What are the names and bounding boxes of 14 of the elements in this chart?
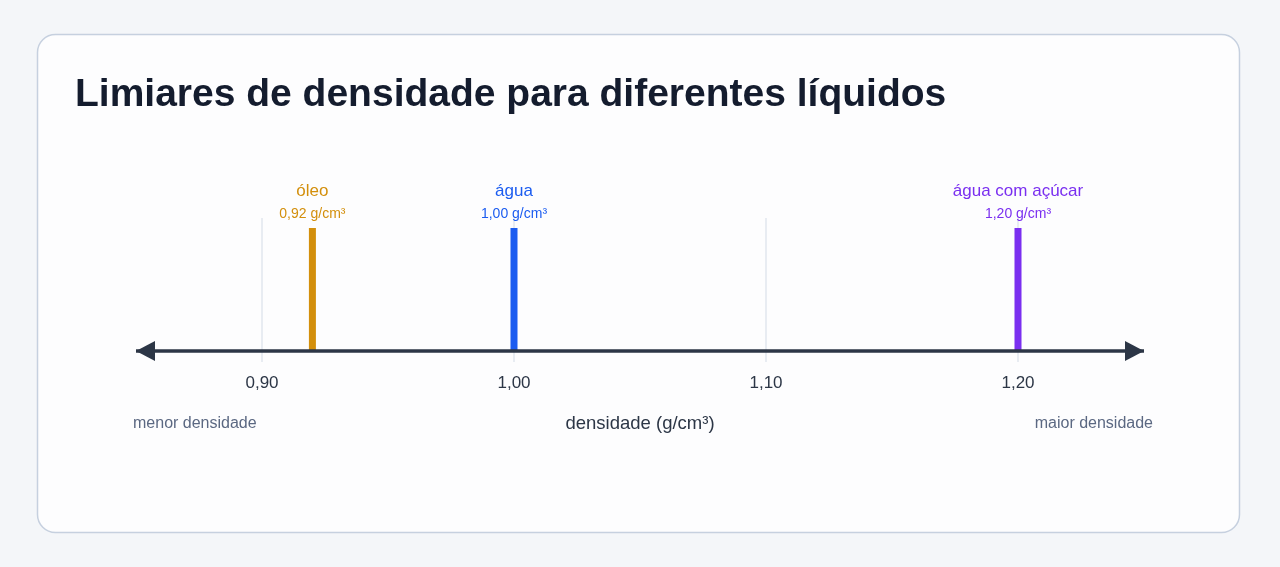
x-tick-label: 1,00 xyxy=(497,373,531,392)
annotation: 0,92 g/cm³ xyxy=(279,205,346,221)
annotation: 1,20 g/cm³ xyxy=(984,205,1052,221)
text: água com açúcar xyxy=(952,181,1084,200)
text: maior densidade xyxy=(1034,414,1154,431)
x-tick-label: 1,20 xyxy=(1001,373,1035,392)
series-label: água xyxy=(495,181,534,200)
x-tick-label: 1,10 xyxy=(749,373,783,392)
series-label: óleo xyxy=(296,181,329,200)
x-axis-title: densidade (g/cm³) xyxy=(565,412,715,433)
chart-title: Limiares de densidade para diferentes líquidos xyxy=(75,71,947,114)
text: menor densidade xyxy=(133,414,257,431)
annotation: 1,00 g/cm³ xyxy=(480,205,548,221)
x-tick-label: 0,90 xyxy=(245,373,279,392)
